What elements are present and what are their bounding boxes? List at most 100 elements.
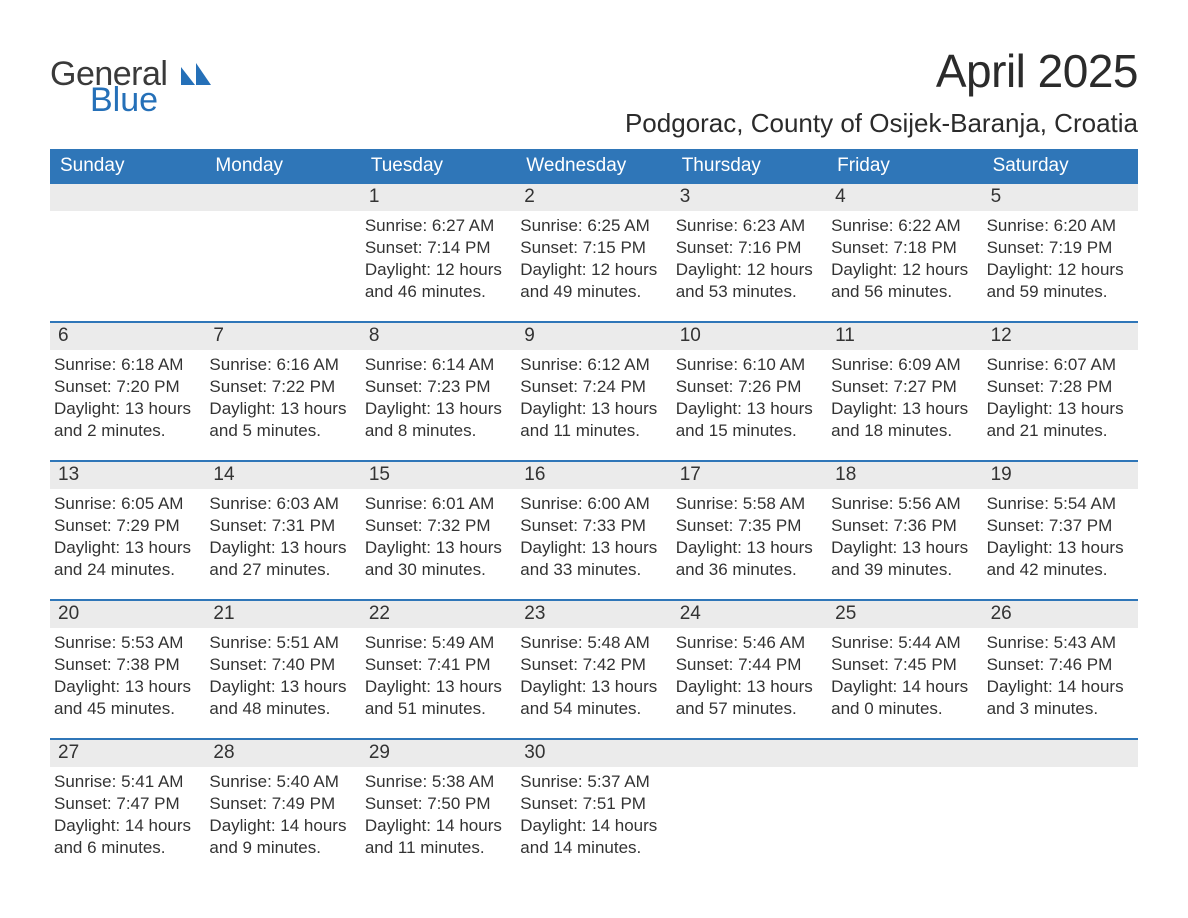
daylight-text: Daylight: 13 hours and 27 minutes. bbox=[209, 537, 352, 581]
day-cell: Sunrise: 6:16 AMSunset: 7:22 PMDaylight:… bbox=[205, 350, 360, 446]
sunrise-text: Sunrise: 6:07 AM bbox=[987, 354, 1130, 376]
day-cell: Sunrise: 6:20 AMSunset: 7:19 PMDaylight:… bbox=[983, 211, 1138, 307]
sunrise-text: Sunrise: 6:23 AM bbox=[676, 215, 819, 237]
sunrise-text: Sunrise: 5:37 AM bbox=[520, 771, 663, 793]
sunset-text: Sunset: 7:28 PM bbox=[987, 376, 1130, 398]
sunrise-text: Sunrise: 5:38 AM bbox=[365, 771, 508, 793]
day-cell: Sunrise: 6:25 AMSunset: 7:15 PMDaylight:… bbox=[516, 211, 671, 307]
sunset-text: Sunset: 7:22 PM bbox=[209, 376, 352, 398]
day-cell: Sunrise: 6:18 AMSunset: 7:20 PMDaylight:… bbox=[50, 350, 205, 446]
day-cell: Sunrise: 5:44 AMSunset: 7:45 PMDaylight:… bbox=[827, 628, 982, 724]
daylight-text: Daylight: 13 hours and 45 minutes. bbox=[54, 676, 197, 720]
sunset-text: Sunset: 7:37 PM bbox=[987, 515, 1130, 537]
daylight-text: Daylight: 12 hours and 49 minutes. bbox=[520, 259, 663, 303]
sunrise-text: Sunrise: 6:22 AM bbox=[831, 215, 974, 237]
sunset-text: Sunset: 7:41 PM bbox=[365, 654, 508, 676]
day-number: 17 bbox=[672, 462, 827, 489]
day-cell: Sunrise: 6:22 AMSunset: 7:18 PMDaylight:… bbox=[827, 211, 982, 307]
day-cell: Sunrise: 6:27 AMSunset: 7:14 PMDaylight:… bbox=[361, 211, 516, 307]
sunrise-text: Sunrise: 6:00 AM bbox=[520, 493, 663, 515]
day-cell: Sunrise: 5:48 AMSunset: 7:42 PMDaylight:… bbox=[516, 628, 671, 724]
day-cell: Sunrise: 6:01 AMSunset: 7:32 PMDaylight:… bbox=[361, 489, 516, 585]
calendar-grid: Sunday Monday Tuesday Wednesday Thursday… bbox=[50, 149, 1138, 863]
day-number: 14 bbox=[205, 462, 360, 489]
day-cell: Sunrise: 6:00 AMSunset: 7:33 PMDaylight:… bbox=[516, 489, 671, 585]
daylight-text: Daylight: 14 hours and 0 minutes. bbox=[831, 676, 974, 720]
sunrise-text: Sunrise: 5:48 AM bbox=[520, 632, 663, 654]
daylight-text: Daylight: 13 hours and 24 minutes. bbox=[54, 537, 197, 581]
day-number: 23 bbox=[516, 601, 671, 628]
sunrise-text: Sunrise: 5:44 AM bbox=[831, 632, 974, 654]
daylight-text: Daylight: 13 hours and 39 minutes. bbox=[831, 537, 974, 581]
daylight-text: Daylight: 13 hours and 54 minutes. bbox=[520, 676, 663, 720]
day-cell: Sunrise: 5:56 AMSunset: 7:36 PMDaylight:… bbox=[827, 489, 982, 585]
daylight-text: Daylight: 13 hours and 36 minutes. bbox=[676, 537, 819, 581]
sunset-text: Sunset: 7:35 PM bbox=[676, 515, 819, 537]
sunset-text: Sunset: 7:38 PM bbox=[54, 654, 197, 676]
day-number: 15 bbox=[361, 462, 516, 489]
daylight-text: Daylight: 14 hours and 6 minutes. bbox=[54, 815, 197, 859]
daylight-text: Daylight: 13 hours and 18 minutes. bbox=[831, 398, 974, 442]
day-cell: Sunrise: 5:51 AMSunset: 7:40 PMDaylight:… bbox=[205, 628, 360, 724]
sunset-text: Sunset: 7:23 PM bbox=[365, 376, 508, 398]
day-number: 27 bbox=[50, 740, 205, 767]
sunset-text: Sunset: 7:18 PM bbox=[831, 237, 974, 259]
sunset-text: Sunset: 7:51 PM bbox=[520, 793, 663, 815]
day-cell: Sunrise: 5:38 AMSunset: 7:50 PMDaylight:… bbox=[361, 767, 516, 863]
day-cell: Sunrise: 6:14 AMSunset: 7:23 PMDaylight:… bbox=[361, 350, 516, 446]
daylight-text: Daylight: 14 hours and 14 minutes. bbox=[520, 815, 663, 859]
col-header-sunday: Sunday bbox=[50, 149, 205, 184]
daylight-text: Daylight: 14 hours and 11 minutes. bbox=[365, 815, 508, 859]
sunrise-text: Sunrise: 5:41 AM bbox=[54, 771, 197, 793]
day-cell: Sunrise: 5:46 AMSunset: 7:44 PMDaylight:… bbox=[672, 628, 827, 724]
sunrise-text: Sunrise: 6:12 AM bbox=[520, 354, 663, 376]
sunrise-text: Sunrise: 5:53 AM bbox=[54, 632, 197, 654]
daylight-text: Daylight: 13 hours and 30 minutes. bbox=[365, 537, 508, 581]
day-cell bbox=[672, 767, 827, 863]
day-cell: Sunrise: 5:53 AMSunset: 7:38 PMDaylight:… bbox=[50, 628, 205, 724]
day-cell: Sunrise: 6:09 AMSunset: 7:27 PMDaylight:… bbox=[827, 350, 982, 446]
sunrise-text: Sunrise: 6:09 AM bbox=[831, 354, 974, 376]
day-cell: Sunrise: 5:58 AMSunset: 7:35 PMDaylight:… bbox=[672, 489, 827, 585]
sunrise-text: Sunrise: 6:03 AM bbox=[209, 493, 352, 515]
daylight-text: Daylight: 13 hours and 21 minutes. bbox=[987, 398, 1130, 442]
sunset-text: Sunset: 7:45 PM bbox=[831, 654, 974, 676]
sunrise-text: Sunrise: 6:16 AM bbox=[209, 354, 352, 376]
sunset-text: Sunset: 7:49 PM bbox=[209, 793, 352, 815]
daylight-text: Daylight: 12 hours and 46 minutes. bbox=[365, 259, 508, 303]
sunset-text: Sunset: 7:31 PM bbox=[209, 515, 352, 537]
day-cell: Sunrise: 5:40 AMSunset: 7:49 PMDaylight:… bbox=[205, 767, 360, 863]
daylight-text: Daylight: 12 hours and 56 minutes. bbox=[831, 259, 974, 303]
day-number: 28 bbox=[205, 740, 360, 767]
sunrise-text: Sunrise: 5:43 AM bbox=[987, 632, 1130, 654]
day-cell bbox=[983, 767, 1138, 863]
sunset-text: Sunset: 7:19 PM bbox=[987, 237, 1130, 259]
daylight-text: Daylight: 13 hours and 33 minutes. bbox=[520, 537, 663, 581]
day-number: 8 bbox=[361, 323, 516, 350]
day-number: 16 bbox=[516, 462, 671, 489]
daylight-text: Daylight: 13 hours and 8 minutes. bbox=[365, 398, 508, 442]
brand-text: General Blue bbox=[50, 58, 211, 116]
sunset-text: Sunset: 7:15 PM bbox=[520, 237, 663, 259]
day-number: 19 bbox=[983, 462, 1138, 489]
day-cell: Sunrise: 6:12 AMSunset: 7:24 PMDaylight:… bbox=[516, 350, 671, 446]
col-header-saturday: Saturday bbox=[983, 149, 1138, 184]
brand-logo: General Blue bbox=[50, 44, 211, 116]
sunrise-text: Sunrise: 5:51 AM bbox=[209, 632, 352, 654]
sunset-text: Sunset: 7:20 PM bbox=[54, 376, 197, 398]
location-subtitle: Podgorac, County of Osijek-Baranja, Croa… bbox=[625, 108, 1138, 139]
sunrise-text: Sunrise: 6:27 AM bbox=[365, 215, 508, 237]
day-number bbox=[205, 184, 360, 211]
sunset-text: Sunset: 7:24 PM bbox=[520, 376, 663, 398]
day-number: 1 bbox=[361, 184, 516, 211]
sunset-text: Sunset: 7:14 PM bbox=[365, 237, 508, 259]
day-cell bbox=[205, 211, 360, 307]
sunset-text: Sunset: 7:16 PM bbox=[676, 237, 819, 259]
day-cell: Sunrise: 5:41 AMSunset: 7:47 PMDaylight:… bbox=[50, 767, 205, 863]
day-cell: Sunrise: 6:05 AMSunset: 7:29 PMDaylight:… bbox=[50, 489, 205, 585]
sunset-text: Sunset: 7:50 PM bbox=[365, 793, 508, 815]
day-cell: Sunrise: 5:37 AMSunset: 7:51 PMDaylight:… bbox=[516, 767, 671, 863]
day-number: 21 bbox=[205, 601, 360, 628]
sunrise-text: Sunrise: 5:58 AM bbox=[676, 493, 819, 515]
col-header-friday: Friday bbox=[827, 149, 982, 184]
